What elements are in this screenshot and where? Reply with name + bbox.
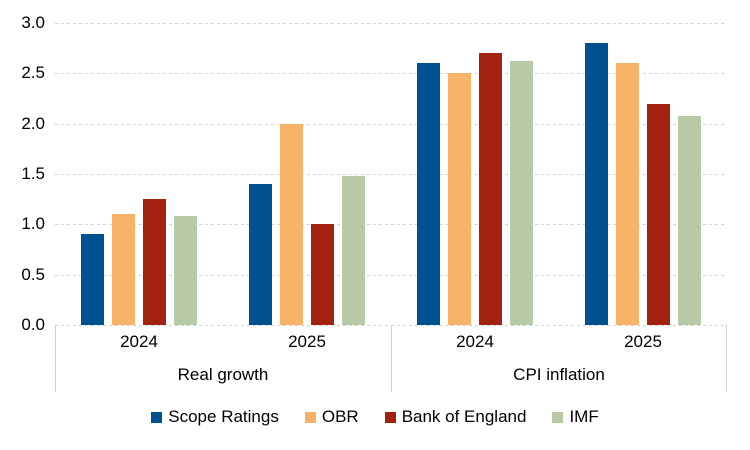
bar-bank-of-england-real-growth-2024 [143,199,166,325]
y-tick-label-1-0: 1.0 [21,214,45,234]
bar-imf-real-growth-2025 [342,176,365,325]
plot-area [55,23,727,326]
legend-item-bank-of-england: Bank of England [384,407,527,427]
y-tick-label-2-5: 2.5 [21,63,45,83]
legend-item-scope-ratings: Scope Ratings [151,407,279,427]
category-separator-1 [391,325,392,392]
gridline-1-0 [55,224,727,226]
bar-bank-of-england-cpi-inflation-2025 [647,104,670,325]
bar-imf-cpi-inflation-2024 [510,61,533,325]
bar-bank-of-england-real-growth-2025 [311,224,334,325]
legend-label: OBR [321,407,359,426]
gridline-0-5 [55,274,727,276]
y-tick-label-2-0: 2.0 [21,113,45,133]
legend-swatch-icon [384,411,396,423]
gridline-3-0 [55,23,727,24]
legend-item-imf: IMF [552,407,599,427]
category-separator-2 [726,325,727,392]
gridline-1-5 [55,174,727,175]
legend-item-obr: OBR [304,407,359,427]
y-tick-label-0-0: 0.0 [21,315,45,334]
y-tick-label-1-5: 1.5 [21,164,45,183]
y-tick-label-0-5: 0.5 [21,264,45,284]
category-label-cpi-inflation-2024: 2024 [456,332,494,351]
y-tick-label-3-0: 3.0 [21,13,45,32]
bar-obr-real-growth-2024 [112,214,135,325]
group-label-real-growth: Real growth [177,365,269,384]
bar-bank-of-england-cpi-inflation-2024 [479,53,502,325]
legend-swatch-icon [552,411,564,423]
category-axis: 2024 2025 2024 2025 Real growth CPI inflation [55,325,727,392]
group-label-cpi-inflation: CPI inflation [513,365,605,384]
legend-label: Bank of England [401,407,527,426]
bar-obr-cpi-inflation-2025 [616,63,639,325]
bar-scope-ratings-cpi-inflation-2024 [417,63,440,325]
legend-swatch-icon [151,411,163,423]
category-label-real-growth-2025: 2025 [288,332,326,351]
legend-label: IMF [569,407,599,426]
gridline-2-5 [55,73,727,75]
gridline-2-0 [55,123,727,125]
legend: Scope Ratings OBR Bank of England IMF [0,407,750,427]
bar-imf-real-growth-2024 [174,216,197,325]
category-label-cpi-inflation-2025: 2025 [624,332,662,351]
category-separator-0 [55,325,56,392]
category-label-real-growth-2024: 2024 [120,332,158,351]
bar-scope-ratings-cpi-inflation-2025 [585,43,608,325]
y-axis: 0.0 0.5 1.0 1.5 2.0 2.5 3.0 [0,13,47,334]
legend-label: Scope Ratings [168,407,279,426]
bar-scope-ratings-real-growth-2024 [81,234,104,325]
bar-scope-ratings-real-growth-2025 [249,184,272,325]
bar-obr-cpi-inflation-2024 [448,73,471,325]
legend-swatch-icon [304,411,316,423]
bar-obr-real-growth-2025 [280,124,303,325]
bar-imf-cpi-inflation-2025 [678,116,701,325]
